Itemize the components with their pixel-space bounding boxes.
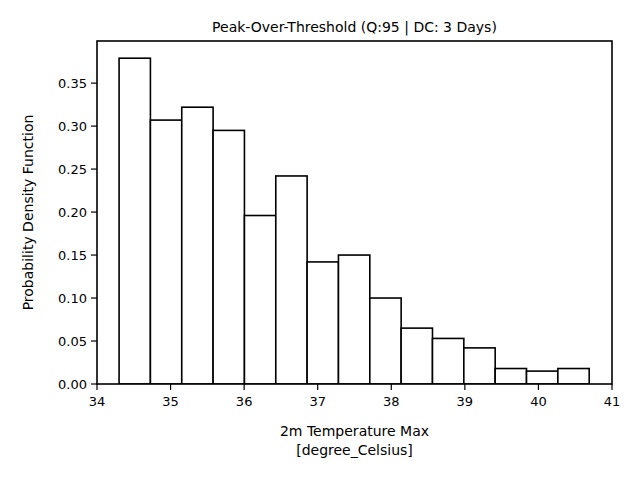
y-tick: [91, 83, 97, 84]
bar: [338, 255, 369, 384]
y-tick: [91, 297, 97, 298]
x-tick: [244, 384, 245, 390]
y-tick-label: 0.15: [58, 248, 87, 263]
x-tick-label: 35: [162, 394, 179, 409]
x-tick-label: 36: [236, 394, 253, 409]
bar: [119, 58, 150, 384]
x-tick: [170, 384, 171, 390]
bar: [244, 216, 275, 384]
y-tick: [91, 168, 97, 169]
bar: [495, 369, 526, 384]
x-tick-label: 41: [604, 394, 621, 409]
y-tick: [91, 383, 97, 384]
y-label: Probability Density Function: [20, 115, 36, 311]
bar: [370, 298, 401, 384]
bar: [432, 338, 463, 384]
x-label-line: 2m Temperature Max: [280, 423, 429, 439]
y-tick-label: 0.10: [58, 291, 87, 306]
x-tick-label: 38: [383, 394, 400, 409]
y-tick-label: 0.30: [58, 119, 87, 134]
y-tick-label: 0.25: [58, 162, 87, 177]
x-tick: [96, 384, 97, 390]
x-tick-label: 39: [457, 394, 474, 409]
x-tick: [391, 384, 392, 390]
x-tick: [464, 384, 465, 390]
y-tick: [91, 340, 97, 341]
x-tick-label: 40: [530, 394, 547, 409]
bar: [558, 369, 589, 384]
bar: [182, 107, 213, 384]
bar: [401, 328, 432, 384]
bar: [464, 348, 495, 384]
x-tick: [538, 384, 539, 390]
y-tick: [91, 211, 97, 212]
bar: [150, 120, 181, 384]
bar: [276, 176, 307, 384]
x-tick-label: 37: [309, 394, 326, 409]
bar: [307, 262, 338, 384]
y-tick-label: 0.00: [58, 377, 87, 392]
bar: [527, 371, 558, 384]
frame: [97, 41, 612, 384]
chart: 34 35 36 37 38 39 40 41 0.00 0.05 0.10 0.15 0.20 0.25…: [0, 0, 640, 480]
bar: [213, 130, 244, 384]
y-tick: [91, 126, 97, 127]
x-tick-label: 34: [89, 394, 106, 409]
x-tick: [611, 384, 612, 390]
title: Peak-Over-Threshold (Q:95 | DC: 3 Days): [212, 19, 497, 36]
y-tick-label: 0.05: [58, 334, 87, 349]
bars: [119, 58, 589, 384]
y-tick-label: 0.35: [58, 76, 87, 91]
x-label-line: [degree_Celsius]: [296, 442, 413, 458]
y-tick-label: 0.20: [58, 205, 87, 220]
y-tick: [91, 254, 97, 255]
x-tick: [317, 384, 318, 390]
x-label: 2m Temperature Max [degree_Celsius]: [280, 423, 429, 458]
